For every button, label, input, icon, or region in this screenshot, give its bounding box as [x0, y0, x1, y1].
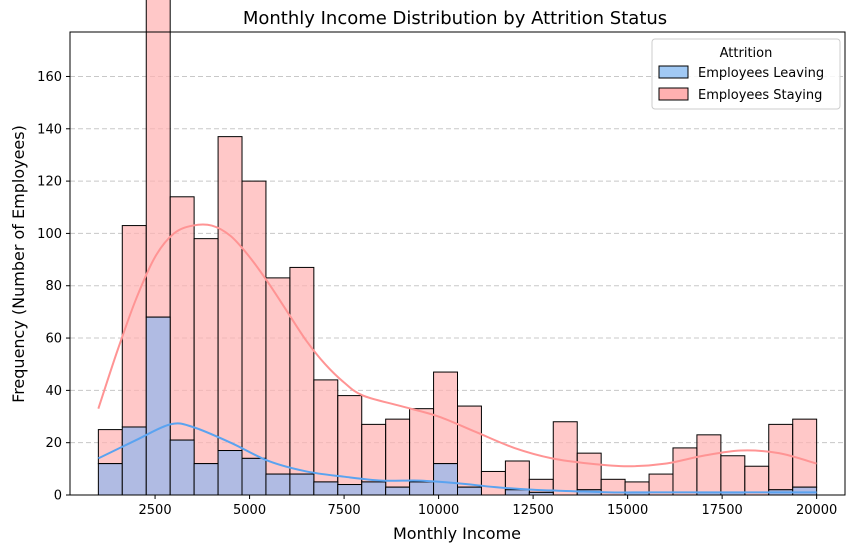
- bar-staying: [720, 455, 746, 493]
- bar-staying: [289, 266, 315, 475]
- x-tick-label: 17500: [701, 503, 742, 518]
- kde-curves: [97, 223, 817, 494]
- bar-leaving: [337, 484, 363, 496]
- y-tick-label: 60: [45, 332, 62, 347]
- bar-leaving: [792, 486, 818, 496]
- bar-staying: [361, 423, 387, 483]
- bar-staying: [241, 180, 267, 459]
- x-axis-label: Monthly Income: [393, 524, 521, 543]
- y-axis-label: Frequency (Number of Employees): [9, 125, 28, 403]
- legend-title: Attrition: [720, 46, 773, 61]
- bar-leaving: [145, 316, 171, 496]
- bar-staying: [744, 465, 770, 496]
- y-tick-label: 120: [37, 175, 62, 190]
- leaving-bars: [97, 316, 818, 496]
- y-axis-ticks: 0 20 40 60 80 100 120 140 160: [37, 70, 70, 504]
- x-tick-label: 2500: [139, 503, 172, 518]
- legend-swatch-leaving: [658, 65, 689, 79]
- bar-leaving: [97, 463, 123, 496]
- bar-leaving: [504, 489, 530, 496]
- y-tick-label: 160: [37, 70, 62, 85]
- bar-staying: [457, 405, 482, 488]
- bar-staying: [409, 408, 435, 483]
- bar-leaving: [241, 457, 267, 496]
- bar-staying: [672, 447, 698, 496]
- y-tick-label: 140: [37, 122, 62, 137]
- kde-curve-leaving: [97, 422, 817, 494]
- bar-staying: [385, 418, 411, 488]
- legend-label-leaving: Employees Leaving: [698, 66, 824, 81]
- bar-leaving: [433, 463, 459, 496]
- legend-swatch-staying: [658, 87, 689, 101]
- bar-leaving: [265, 473, 291, 496]
- bar-staying: [337, 395, 363, 486]
- bar-staying: [265, 277, 291, 475]
- bar-leaving: [457, 486, 482, 496]
- x-tick-label: 12500: [512, 503, 553, 518]
- bar-staying: [696, 434, 722, 493]
- bar-staying: [624, 481, 650, 493]
- y-tick-label: 20: [45, 436, 62, 451]
- bar-staying: [480, 470, 506, 496]
- bar-staying: [576, 452, 602, 491]
- chart-title: Monthly Income Distribution by Attrition…: [243, 8, 667, 29]
- y-tick-label: 80: [45, 279, 62, 294]
- x-tick-label: 5000: [233, 503, 266, 518]
- x-tick-label: 20000: [796, 503, 837, 518]
- y-tick-label: 40: [45, 384, 62, 399]
- bar-leaving: [313, 481, 339, 496]
- plot-frame: [69, 31, 846, 496]
- legend: Attrition Employees Leaving Employees St…: [651, 38, 841, 110]
- bar-staying: [97, 429, 123, 465]
- bar-staying: [145, 0, 171, 318]
- bar-staying: [433, 371, 459, 465]
- bar-staying: [504, 460, 530, 491]
- bar-leaving: [217, 450, 243, 496]
- bar-leaving: [409, 481, 435, 496]
- kde-curve-staying: [97, 223, 817, 468]
- bar-leaving: [193, 463, 219, 496]
- bar-staying: [792, 418, 818, 488]
- bar-staying: [217, 136, 243, 452]
- bar-staying: [313, 379, 339, 483]
- bar-leaving: [169, 439, 195, 496]
- bar-leaving: [385, 486, 411, 496]
- legend-label-staying: Employees Staying: [698, 88, 822, 103]
- x-axis-ticks: 2500 5000 7500 10000 12500 15000 17500 20000: [139, 495, 837, 518]
- bar-leaving: [361, 481, 387, 496]
- y-tick-label: 100: [37, 227, 62, 242]
- x-tick-label: 10000: [418, 503, 459, 518]
- bar-staying: [193, 238, 219, 465]
- legend-box: [651, 38, 841, 110]
- y-tick-label: 0: [54, 489, 62, 504]
- x-tick-label: 7500: [328, 503, 361, 518]
- x-tick-label: 15000: [607, 503, 648, 518]
- bar-leaving: [289, 473, 315, 496]
- bar-staying: [768, 423, 794, 491]
